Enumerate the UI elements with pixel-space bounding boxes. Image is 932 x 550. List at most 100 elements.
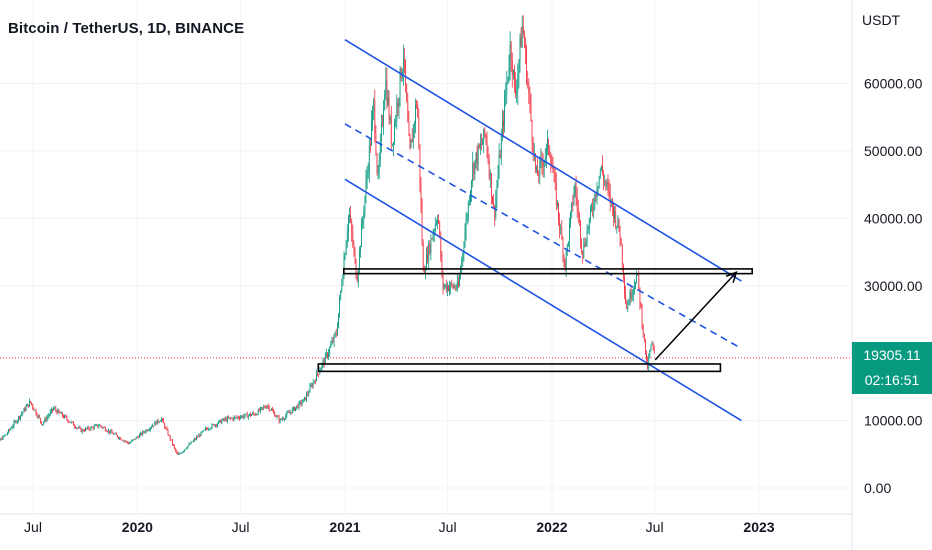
candle-body	[168, 434, 170, 436]
candle-body	[559, 218, 560, 229]
candle-body	[360, 247, 361, 251]
candle-body	[322, 360, 324, 364]
candle-body	[327, 353, 328, 357]
candle-body	[630, 291, 632, 298]
candle-body	[97, 424, 98, 427]
candle-body	[206, 428, 207, 429]
candle-body	[451, 283, 453, 285]
candle-body	[422, 242, 424, 269]
candle-body	[317, 372, 318, 374]
candle-body	[94, 425, 96, 426]
candle-body	[505, 93, 507, 98]
candle-body	[281, 418, 283, 420]
candle-body	[185, 448, 186, 450]
candle-body	[204, 428, 206, 430]
candle-body	[488, 161, 490, 178]
candle-body	[60, 412, 62, 414]
y-tick-label: 60000.00	[864, 76, 923, 92]
candle-body	[186, 448, 188, 449]
candle-body	[365, 180, 367, 197]
candle-body	[528, 83, 530, 94]
candle-body	[35, 409, 37, 415]
candle-body	[265, 407, 267, 409]
candle-body	[125, 441, 127, 442]
candle-body	[349, 214, 350, 217]
channel-lower-line	[344, 178, 742, 422]
candle-body	[6, 432, 8, 435]
candle-body	[41, 421, 42, 425]
candle-body	[582, 250, 584, 257]
candle-body	[107, 431, 108, 432]
candle-body	[31, 402, 32, 405]
candle-body	[464, 232, 466, 247]
candle-body	[244, 413, 246, 417]
candle-body	[497, 174, 499, 187]
candle-body	[578, 213, 580, 222]
candle-body	[609, 190, 611, 203]
candle-body	[622, 265, 624, 279]
candle-body	[471, 181, 472, 192]
x-tick-label: 2021	[329, 519, 360, 535]
candle-body	[492, 196, 493, 204]
candle-body	[481, 143, 482, 145]
x-tick-label: Jul	[24, 519, 42, 535]
candle-body	[211, 424, 213, 428]
candle-body	[209, 428, 211, 430]
candle-body	[283, 418, 284, 420]
candle-body	[213, 424, 215, 427]
candle-body	[228, 417, 229, 419]
candle-body	[443, 286, 445, 288]
candle-body	[255, 414, 257, 416]
candle-body	[193, 438, 195, 441]
candle-body	[335, 333, 337, 335]
candle-body	[45, 418, 47, 421]
candle-body	[549, 150, 551, 156]
candle-body	[158, 421, 160, 423]
candle-body	[653, 348, 655, 352]
candle-body	[572, 202, 574, 205]
candle-body	[273, 410, 274, 413]
candle-body	[103, 427, 105, 428]
candle-body	[588, 218, 590, 229]
time-axis[interactable]: Jul 2020 Jul 2021 Jul 2022 Jul 2023	[24, 519, 775, 535]
candle-body	[253, 413, 255, 414]
drawing-annotations	[317, 39, 753, 422]
candle-body	[214, 424, 216, 427]
candle-body	[650, 344, 652, 351]
candle-body	[160, 418, 162, 421]
candle-body	[530, 101, 532, 121]
candle-body	[386, 79, 388, 105]
candle-body	[407, 101, 409, 122]
candle-body	[529, 93, 531, 102]
candle-body	[574, 184, 576, 194]
candle-body	[512, 69, 514, 76]
candle-body	[145, 429, 147, 433]
candle-body	[189, 443, 191, 445]
candle-body	[259, 407, 261, 412]
candle-body	[261, 407, 262, 408]
candle-body	[406, 85, 408, 102]
candle-body	[522, 26, 524, 34]
price-axis[interactable]: 0.00 10000.00 30000.00 40000.00 50000.00 6000…	[864, 76, 923, 496]
candle-body	[576, 196, 578, 209]
candle-body	[627, 303, 629, 310]
candle-body	[388, 98, 390, 121]
candle-body	[210, 427, 212, 429]
candle-body	[346, 232, 348, 243]
candle-body	[463, 246, 465, 254]
candle-body	[329, 347, 331, 354]
candle-body	[361, 223, 362, 248]
candle-body	[347, 216, 349, 233]
candle-body	[46, 417, 48, 421]
candle-body	[67, 419, 69, 422]
candle-body	[124, 440, 126, 442]
candle-body	[21, 413, 23, 415]
candle-body	[99, 425, 101, 427]
candle-body	[496, 186, 498, 198]
candle-body	[9, 429, 10, 431]
candle-body	[58, 409, 60, 413]
candle-body	[254, 413, 256, 416]
candle-body	[338, 313, 339, 328]
candle-body	[498, 154, 500, 175]
